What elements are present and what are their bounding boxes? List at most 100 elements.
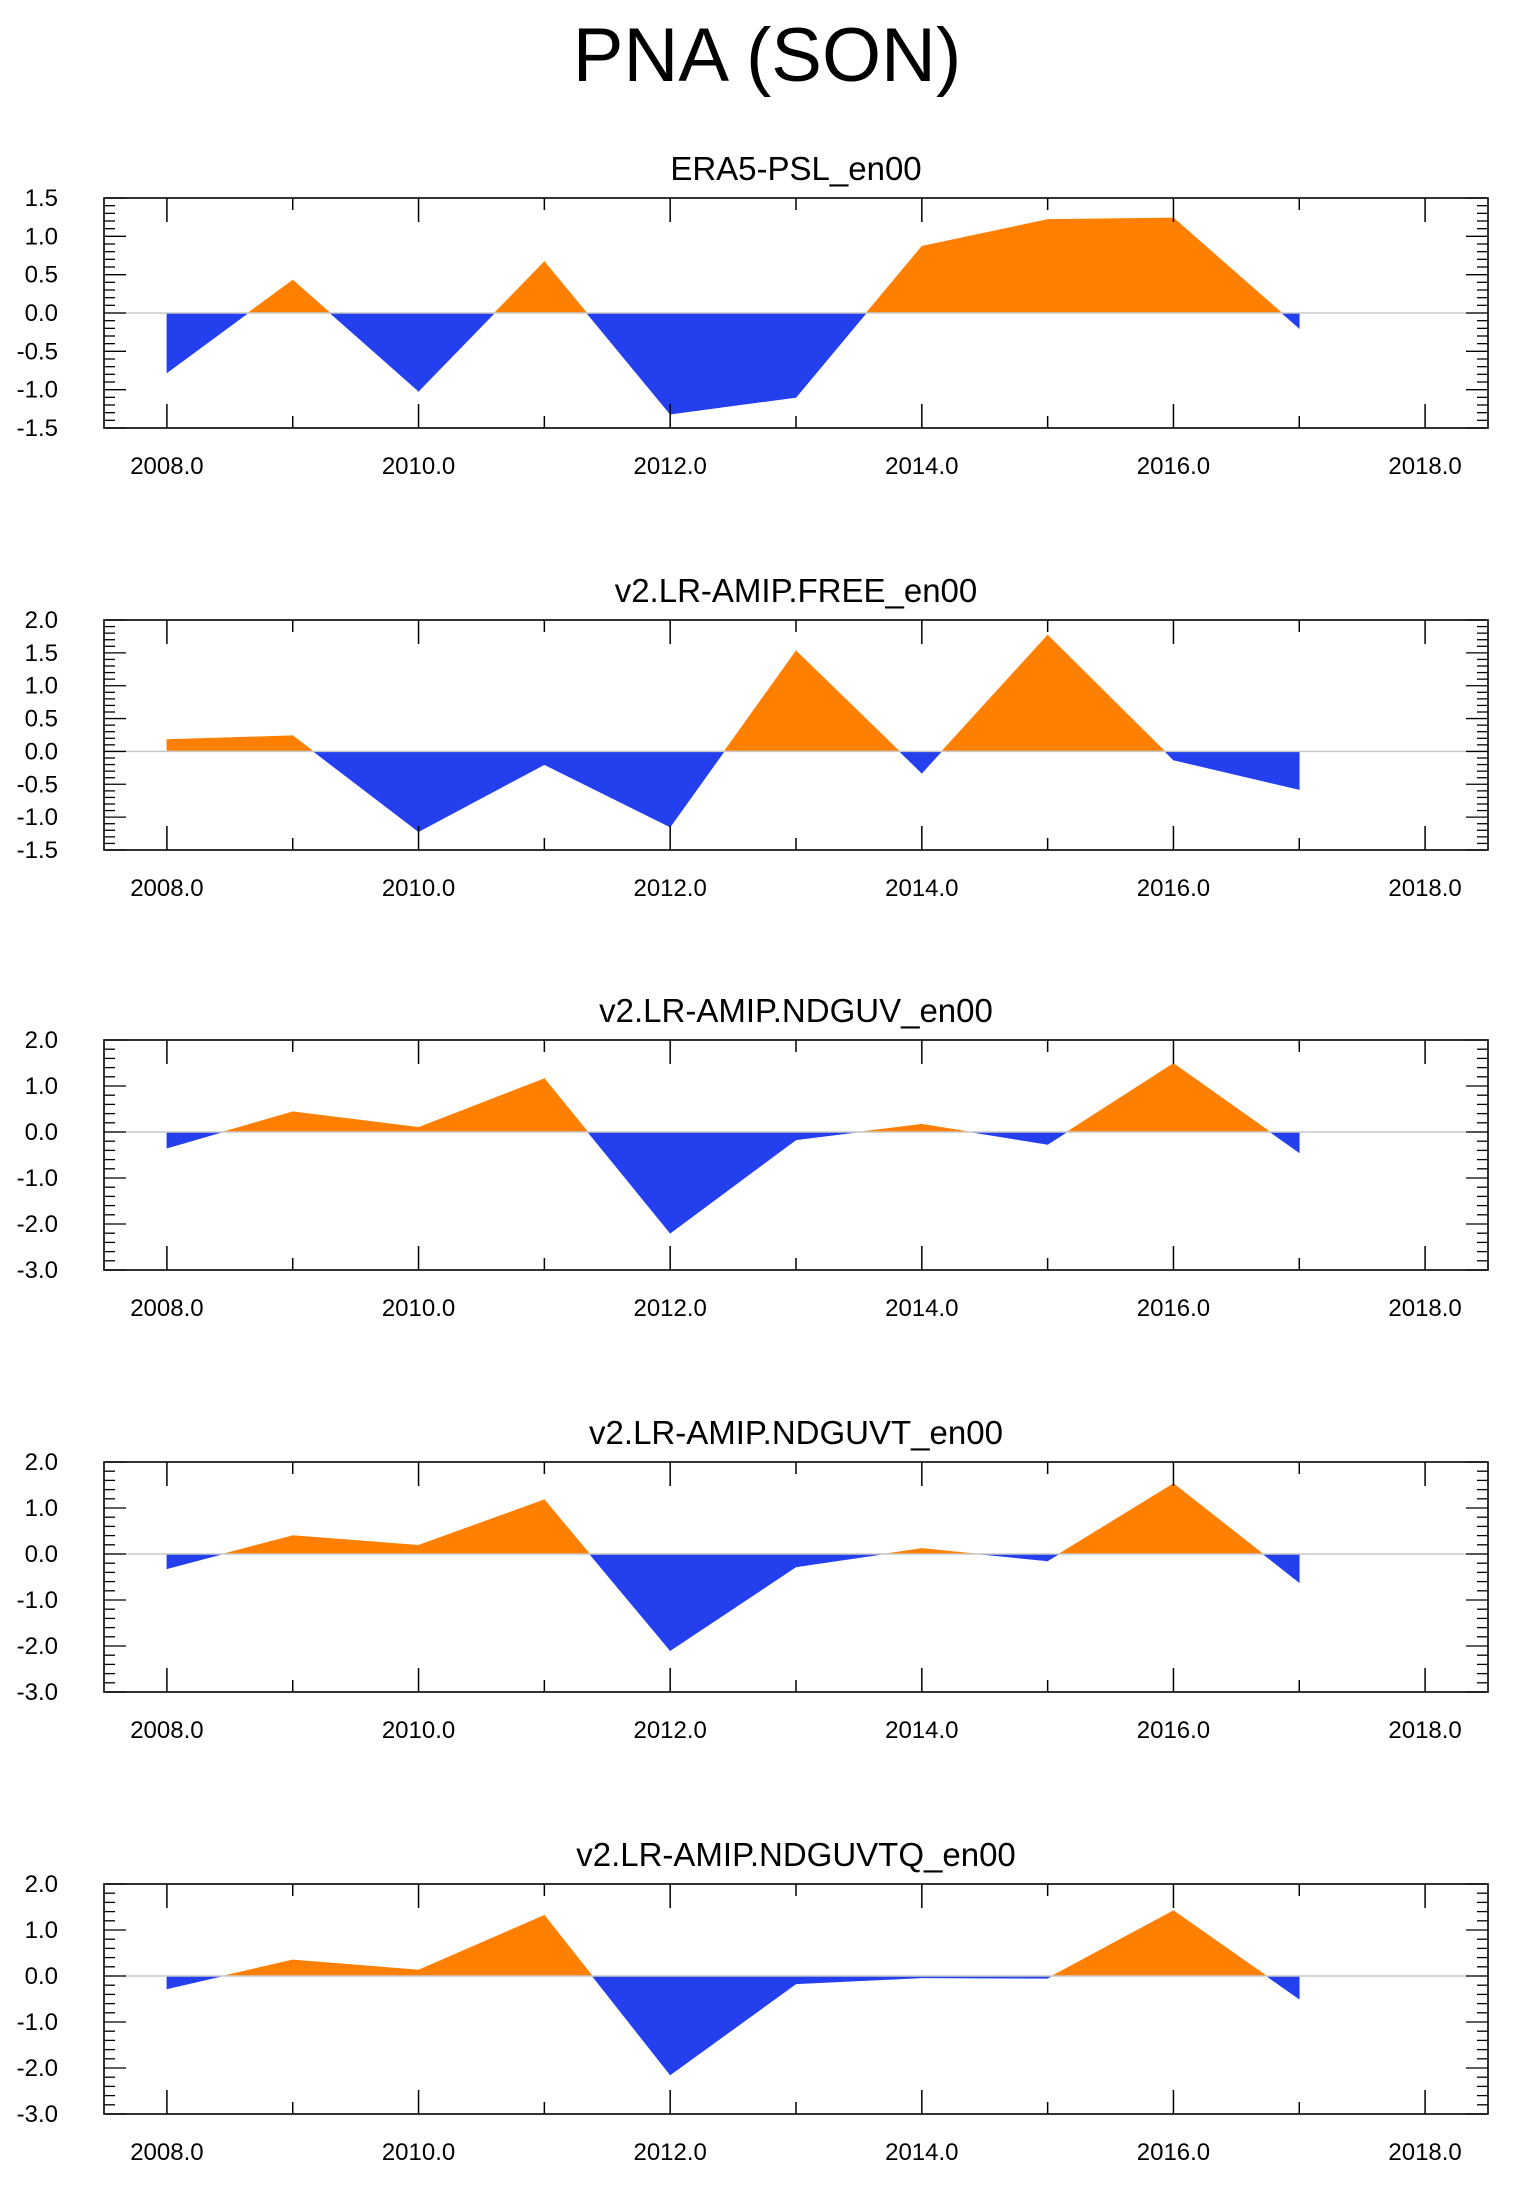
positive-area (544, 1498, 591, 1555)
negative-area (329, 312, 419, 392)
negative-area (795, 1131, 859, 1141)
negative-area (1265, 1975, 1300, 2000)
positive-area (1065, 1062, 1174, 1133)
x-tick-label: 2008.0 (130, 453, 203, 480)
positive-area (418, 1078, 545, 1133)
x-tick-label: 2014.0 (885, 1717, 958, 1744)
x-tick-label: 2018.0 (1388, 1717, 1461, 1744)
negative-area (669, 1131, 797, 1234)
positive-area (544, 260, 588, 314)
x-tick-label: 2014.0 (885, 875, 958, 902)
y-tick-label: 0.0 (25, 738, 58, 765)
x-tick-label: 2016.0 (1137, 1295, 1210, 1322)
positive-area (795, 650, 901, 752)
panel-title: ERA5-PSL_en00 (670, 150, 921, 187)
negative-area (921, 751, 943, 774)
negative-area (669, 1975, 797, 2076)
positive-area (884, 1548, 923, 1555)
negative-area (795, 312, 867, 399)
negative-area (418, 751, 545, 833)
positive-area (222, 1111, 294, 1133)
y-tick-label: 0.5 (25, 706, 58, 733)
negative-area (795, 1553, 885, 1568)
positive-area (865, 245, 923, 314)
positive-area (1051, 1910, 1174, 1977)
positive-area (1173, 1483, 1264, 1555)
y-tick-label: -3.0 (17, 2101, 58, 2128)
positive-area (921, 1548, 978, 1555)
y-tick-label: 0.0 (25, 1119, 58, 1146)
x-tick-label: 2012.0 (633, 1717, 706, 1744)
negative-area (544, 751, 671, 828)
negative-area (1164, 751, 1174, 761)
x-tick-label: 2012.0 (633, 875, 706, 902)
positive-area (292, 735, 315, 752)
y-tick-label: 0.0 (25, 300, 58, 327)
y-tick-label: -2.0 (17, 1211, 58, 1238)
x-tick-label: 2016.0 (1137, 453, 1210, 480)
chart-panel-1: ERA5-PSL_en00 2008.0 2010.0 2012.0 2014.0 201… (17, 150, 1489, 480)
negative-area (166, 1131, 223, 1149)
negative-area (1047, 1131, 1068, 1145)
positive-area (723, 649, 797, 752)
panel-title: v2.LR-AMIP.NDGUVT_en00 (589, 1414, 1003, 1451)
positive-area (493, 260, 545, 314)
x-tick-label: 2012.0 (633, 2139, 706, 2166)
y-tick-label: -0.5 (17, 338, 58, 365)
chart-panel-3: v2.LR-AMIP.NDGUV_en00 2008.0 2010.0 2012.0 2… (17, 992, 1489, 1322)
positive-area (166, 735, 294, 752)
panel-title: v2.LR-AMIP.FREE_en00 (615, 572, 978, 609)
y-tick-label: 2.0 (25, 607, 58, 634)
y-tick-label: -1.0 (17, 804, 58, 831)
y-tick-label: 1.5 (25, 185, 58, 212)
positive-area (544, 1077, 589, 1133)
negative-area (898, 751, 923, 774)
x-tick-label: 2008.0 (130, 1295, 203, 1322)
x-tick-label: 2010.0 (382, 1295, 455, 1322)
positive-area (418, 1914, 545, 1977)
y-tick-label: 1.0 (25, 1073, 58, 1100)
positive-area (544, 1914, 593, 1977)
figure-title: PNA (SON) (572, 13, 962, 98)
chart-panel-2: v2.LR-AMIP.FREE_en00 2008.0 2010.0 2012.0 20… (17, 572, 1489, 902)
x-tick-label: 2008.0 (130, 1717, 203, 1744)
negative-area (418, 312, 496, 392)
positive-area (222, 1959, 294, 1977)
y-tick-label: 2.0 (25, 1027, 58, 1054)
positive-area (940, 634, 1048, 752)
x-tick-label: 2018.0 (1388, 1295, 1461, 1322)
y-tick-label: -1.5 (17, 837, 58, 864)
negative-area (1047, 1553, 1060, 1562)
negative-area (586, 312, 671, 416)
negative-area (795, 1975, 923, 1985)
x-tick-label: 2008.0 (130, 2139, 203, 2166)
positive-area (921, 1123, 971, 1133)
y-tick-label: 1.0 (25, 673, 58, 700)
y-tick-label: 1.5 (25, 640, 58, 667)
y-tick-label: -2.0 (17, 1633, 58, 1660)
positive-area (247, 279, 294, 314)
y-tick-label: 0.5 (25, 262, 58, 289)
positive-area (1047, 217, 1174, 314)
y-tick-label: -1.0 (17, 2009, 58, 2036)
negative-area (970, 1131, 1048, 1145)
positive-area (1057, 1483, 1174, 1555)
y-tick-label: 1.0 (25, 1917, 58, 1944)
x-tick-label: 2010.0 (382, 2139, 455, 2166)
negative-area (1262, 1553, 1300, 1584)
y-tick-label: -2.0 (17, 2055, 58, 2082)
x-tick-label: 2014.0 (885, 453, 958, 480)
y-tick-label: -1.5 (17, 415, 58, 442)
negative-area (591, 1975, 671, 2076)
negative-area (166, 1975, 223, 1990)
x-tick-label: 2010.0 (382, 1717, 455, 1744)
negative-area (587, 1131, 671, 1235)
positive-area (1173, 1910, 1268, 1977)
negative-area (669, 1553, 797, 1652)
chart-panel-4: v2.LR-AMIP.NDGUVT_en00 2008.0 2010.0 2012.0… (17, 1414, 1489, 1744)
x-tick-label: 2008.0 (130, 875, 203, 902)
y-tick-label: -3.0 (17, 1679, 58, 1706)
x-tick-label: 2018.0 (1388, 453, 1461, 480)
positive-area (292, 1959, 419, 1977)
